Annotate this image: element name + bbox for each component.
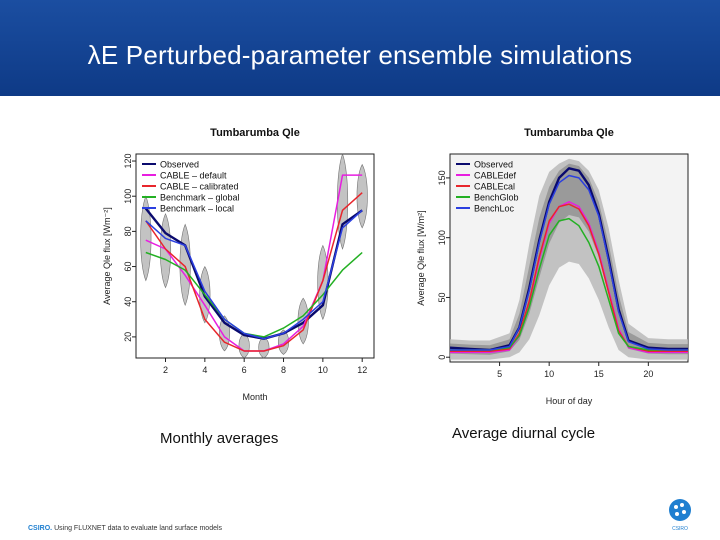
series-line	[145, 209, 363, 340]
series-line	[450, 201, 688, 354]
caption-monthly-averages: Monthly averages	[160, 430, 279, 447]
slide-title: λE Perturbed-parameter ensemble simulati…	[87, 40, 633, 70]
chart-title: Tumbarumba Qle	[210, 127, 300, 139]
footer: CSIRO. Using FLUXNET data to evaluate la…	[28, 525, 222, 532]
legend-entry: Benchmark – global	[160, 193, 240, 203]
ensemble-violin	[160, 213, 171, 289]
y-tick-label: 20	[123, 332, 133, 342]
series-line	[145, 192, 363, 352]
csiro-logo-icon: CSIRO	[669, 499, 691, 532]
caption-diurnal-cycle: Average diurnal cycle	[452, 425, 596, 442]
x-tick-label: 12	[357, 365, 367, 375]
ensemble-violin	[277, 329, 290, 355]
x-tick-label: 2	[163, 365, 168, 375]
footer-brand: CSIRO.	[28, 525, 53, 532]
y-tick-label: 0	[437, 355, 447, 360]
series-line	[450, 174, 688, 351]
legend-entry: Observed	[160, 160, 199, 170]
ensemble-violin	[238, 333, 250, 359]
legend-entry: CABLEdef	[474, 171, 517, 181]
x-tick-label: 15	[594, 369, 604, 379]
legend-entry: CABLE – calibrated	[160, 182, 239, 192]
y-tick-label: 100	[123, 189, 133, 204]
legend-entry: BenchGlob	[474, 193, 519, 203]
logo-wordmark: CSIRO	[672, 526, 688, 532]
x-tick-label: 10	[318, 365, 328, 375]
diurnal-chart: Tumbarumba Qle 5 10 15 20 0 50 100 150 Hour of da…	[416, 127, 689, 406]
x-tick-label: 10	[544, 369, 554, 379]
legend-entry: Benchmark – local	[160, 204, 234, 214]
x-tick-label: 5	[497, 369, 502, 379]
legend-entry: BenchLoc	[474, 204, 515, 214]
y-tick-label: 60	[123, 262, 133, 272]
y-axis-label: Average Qle flux [Wm⁻²]	[102, 207, 112, 305]
y-tick-label: 80	[123, 226, 133, 236]
ensemble-violin	[258, 336, 270, 359]
y-tick-label: 50	[437, 292, 447, 302]
y-tick-label: 100	[437, 230, 447, 245]
x-axis-label: Hour of day	[546, 396, 593, 406]
series-line	[450, 217, 688, 351]
x-tick-label: 4	[202, 365, 207, 375]
monthly-chart: Tumbarumba Qle 2 4 6 8 10 12 20 40 60 80 100 120 Mont…	[102, 127, 375, 402]
x-tick-label: 6	[242, 365, 247, 375]
ensemble-violin	[140, 195, 152, 282]
legend-entry: CABLEcal	[474, 182, 515, 192]
x-tick-label: 8	[281, 365, 286, 375]
y-axis-label: Average Qle flux [W/m²]	[416, 210, 426, 305]
y-tick-label: 150	[437, 170, 447, 185]
legend-entry: Observed	[474, 160, 513, 170]
ensemble-spread-band	[450, 158, 688, 360]
y-tick-label: 120	[123, 154, 133, 169]
title-band	[0, 0, 720, 96]
x-axis-label: Month	[242, 392, 267, 402]
y-tick-label: 40	[123, 297, 133, 307]
x-tick-label: 20	[643, 369, 653, 379]
legend-entry: CABLE – default	[160, 171, 227, 181]
footer-text: Using FLUXNET data to evaluate land surf…	[54, 525, 223, 532]
chart-title: Tumbarumba Qle	[524, 127, 614, 139]
